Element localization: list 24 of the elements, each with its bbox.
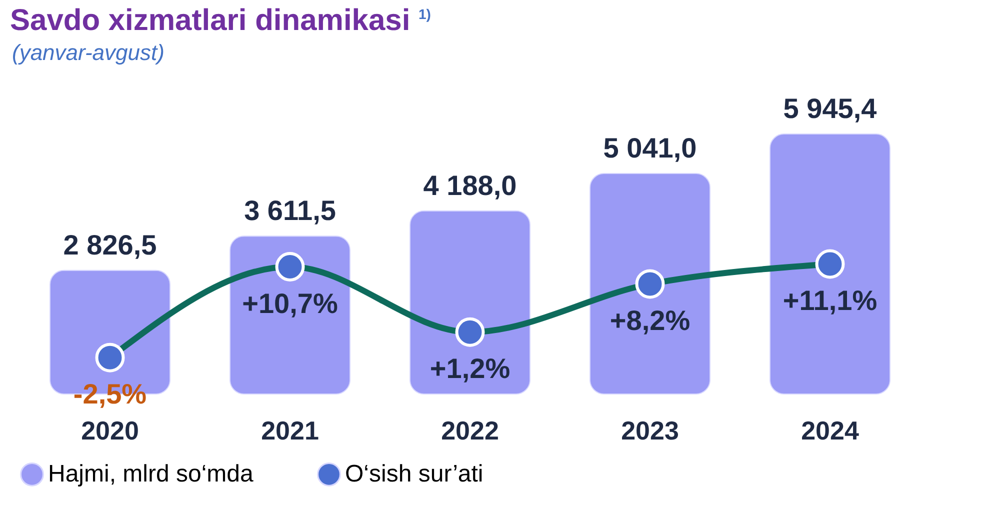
data-label: +8,2% xyxy=(610,304,690,336)
point xyxy=(815,249,845,279)
data-label: +1,2% xyxy=(430,353,510,384)
data-label: +10,7% xyxy=(242,288,338,319)
data-label: +11,1% xyxy=(782,285,878,316)
x-tick-label: 2020 xyxy=(81,416,139,446)
data-label: -2,5% xyxy=(73,378,147,410)
chart-title: Savdo xizmatlari dinamikasi $^{1)}$ xyxy=(10,4,432,38)
data-label: 4 188,0 xyxy=(423,170,517,201)
legend-label: Hajmi, mlrd so‘mda xyxy=(48,460,254,488)
x-tick-label: 2024 xyxy=(801,416,860,446)
data-label: 5 041,0 xyxy=(603,132,697,164)
chart-subtitle: (yanvar-avgust) xyxy=(12,40,166,66)
data-label: 3 611,5 xyxy=(244,195,336,226)
x-tick-label: 2021 xyxy=(261,416,319,446)
legend-label: O‘sish sur’ati xyxy=(345,460,484,488)
data-label: 5 945,4 xyxy=(783,93,878,124)
point xyxy=(455,317,485,347)
x-tick-label: 2022 xyxy=(441,416,499,446)
x-tick-label: 2023 xyxy=(621,416,679,446)
data-label: 2 826,5 xyxy=(63,229,157,260)
point xyxy=(95,342,125,372)
point xyxy=(635,269,665,299)
point xyxy=(275,252,305,282)
